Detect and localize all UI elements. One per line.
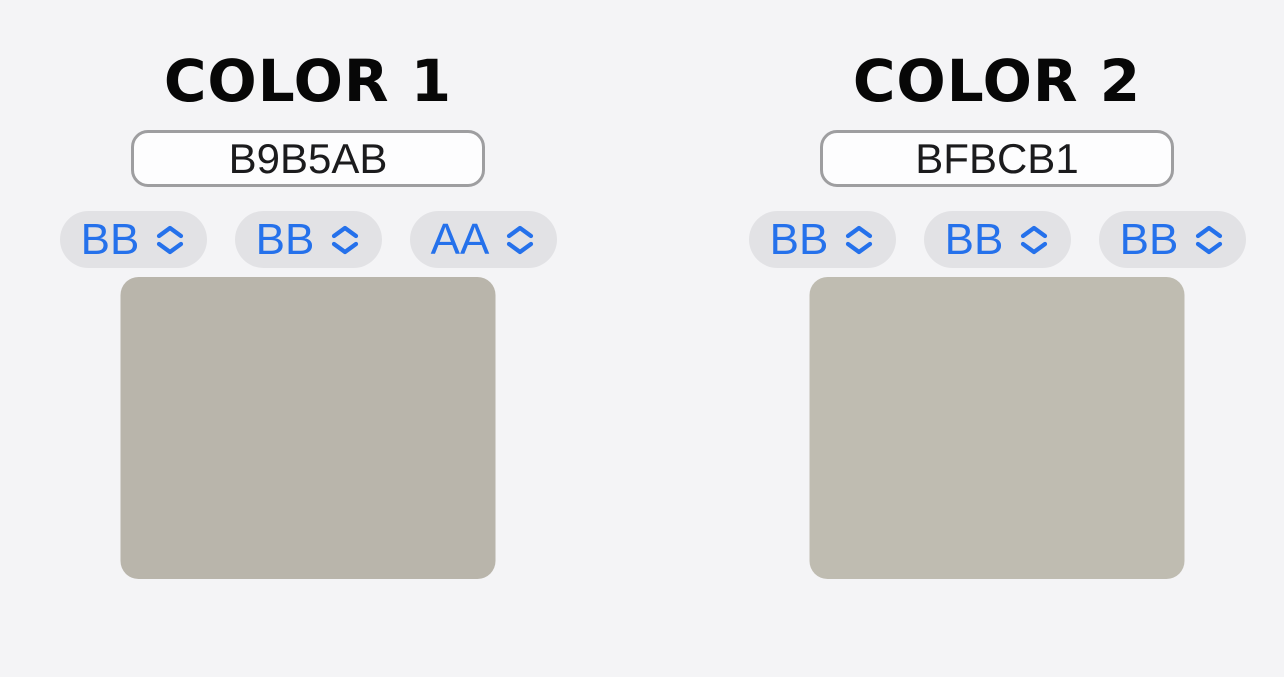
panel-title-color-2: COLOR 2: [852, 47, 1142, 115]
chevron-up-down-icon: [1021, 225, 1048, 254]
chevron-up-down-icon: [1196, 225, 1223, 254]
red-stepper-color-2[interactable]: BB: [748, 211, 896, 268]
stepper-row-color-2: BB BB BB: [737, 211, 1257, 268]
blue-stepper-color-1[interactable]: AA: [409, 211, 557, 268]
red-stepper-color-1[interactable]: BB: [59, 211, 207, 268]
hex-input-color-2[interactable]: [820, 130, 1174, 187]
green-stepper-value-color-1: BB: [255, 214, 315, 264]
color-panel-2: COLOR 2 BB BB BB: [737, 0, 1257, 677]
green-stepper-color-2[interactable]: BB: [923, 211, 1071, 268]
chevron-up-down-icon: [846, 225, 873, 254]
color-swatch-2: [809, 277, 1185, 579]
blue-stepper-color-2[interactable]: BB: [1098, 211, 1246, 268]
color-swatch-1: [120, 277, 496, 579]
chevron-up-down-icon: [157, 225, 184, 254]
red-stepper-value-color-1: BB: [80, 214, 140, 264]
green-stepper-color-1[interactable]: BB: [234, 211, 382, 268]
stepper-row-color-1: BB BB AA: [48, 211, 568, 268]
panel-title-color-1: COLOR 1: [163, 47, 453, 115]
red-stepper-value-color-2: BB: [769, 214, 829, 264]
blue-stepper-value-color-2: BB: [1119, 214, 1179, 264]
chevron-up-down-icon: [332, 225, 359, 254]
green-stepper-value-color-2: BB: [944, 214, 1004, 264]
color-panel-1: COLOR 1 BB BB AA: [48, 0, 568, 677]
chevron-up-down-icon: [507, 225, 534, 254]
blue-stepper-value-color-1: AA: [430, 214, 490, 264]
hex-input-color-1[interactable]: [131, 130, 485, 187]
